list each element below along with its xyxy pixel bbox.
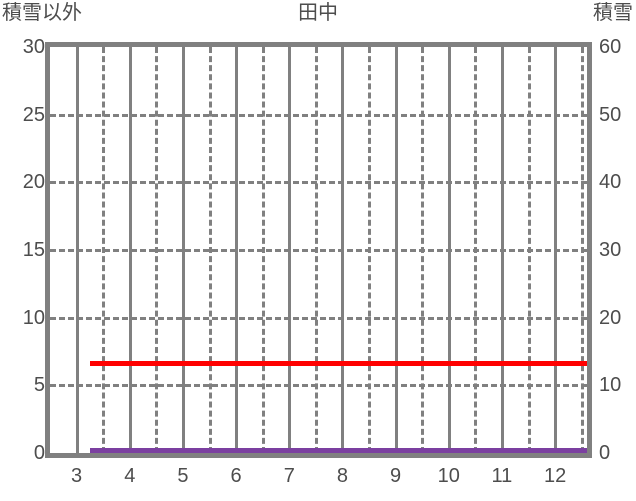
y-axis-right-tick-label: 50 xyxy=(599,103,622,126)
x-axis-tick-label: 4 xyxy=(124,465,136,487)
y-axis-left-tick-label: 0 xyxy=(33,442,45,464)
y-axis-right-tick-label: 20 xyxy=(599,306,622,329)
series-line-snow xyxy=(89,448,587,453)
horizontal-gridline xyxy=(50,249,587,252)
plot-inner xyxy=(50,47,587,453)
series-line-non-snow xyxy=(89,361,587,367)
horizontal-gridline xyxy=(50,316,587,320)
vertical-gridline-minor xyxy=(208,47,212,453)
y-axis-right-tick-label: 40 xyxy=(599,171,622,194)
vertical-gridline-major xyxy=(235,47,239,453)
vertical-gridline-major xyxy=(75,47,79,453)
x-axis-tick-label: 12 xyxy=(543,465,567,487)
vertical-gridline-minor xyxy=(314,47,318,453)
vertical-gridline-minor xyxy=(527,47,531,453)
y-axis-left-tick-label: 30 xyxy=(22,36,45,58)
vertical-gridline-major xyxy=(394,47,398,453)
x-axis-tick-label: 10 xyxy=(437,465,460,487)
vertical-gridline-minor xyxy=(102,47,106,453)
y-axis-left-tick-label: 5 xyxy=(33,374,45,397)
horizontal-gridline xyxy=(50,113,587,117)
vertical-gridline-major xyxy=(341,47,345,453)
x-axis-tick-label: 11 xyxy=(491,465,513,487)
vertical-gridline-minor xyxy=(368,47,371,453)
x-axis-tick-label: 3 xyxy=(71,465,83,487)
chart-title: 田中 xyxy=(298,2,338,24)
y-axis-left-tick-label: 15 xyxy=(22,239,45,261)
right-axis-title: 積雪 xyxy=(593,2,633,24)
x-axis-tick-label: 6 xyxy=(230,465,242,487)
vertical-gridline-major xyxy=(288,47,292,453)
vertical-gridline-minor xyxy=(474,47,478,453)
vertical-gridline-major xyxy=(128,47,132,453)
x-axis-tick-label: 7 xyxy=(283,465,295,487)
horizontal-gridline xyxy=(50,384,587,388)
vertical-gridline-major xyxy=(554,47,558,453)
horizontal-gridline xyxy=(50,181,587,185)
y-axis-right-tick-label: 0 xyxy=(599,442,611,464)
x-axis-tick-label: 5 xyxy=(177,465,189,487)
y-axis-left-tick-label: 20 xyxy=(22,171,45,194)
x-axis-tick-label: 9 xyxy=(390,465,402,487)
vertical-gridline-major xyxy=(447,47,451,453)
vertical-gridline-minor xyxy=(155,47,159,453)
vertical-gridline-minor xyxy=(580,47,584,453)
y-axis-right-tick-label: 10 xyxy=(599,374,622,397)
y-axis-left-tick-label: 10 xyxy=(22,306,45,329)
y-axis-right-tick-label: 60 xyxy=(599,36,622,58)
vertical-gridline-major xyxy=(500,47,504,453)
vertical-gridline-minor xyxy=(421,47,425,453)
y-axis-right-tick-label: 30 xyxy=(599,239,622,261)
vertical-gridline-major xyxy=(181,47,185,453)
left-axis-title: 積雪以外 xyxy=(2,2,82,24)
x-axis-tick-label: 8 xyxy=(336,465,348,487)
plot-area xyxy=(45,42,592,458)
y-axis-left-tick-label: 25 xyxy=(22,103,45,126)
vertical-gridline-minor xyxy=(261,47,265,453)
